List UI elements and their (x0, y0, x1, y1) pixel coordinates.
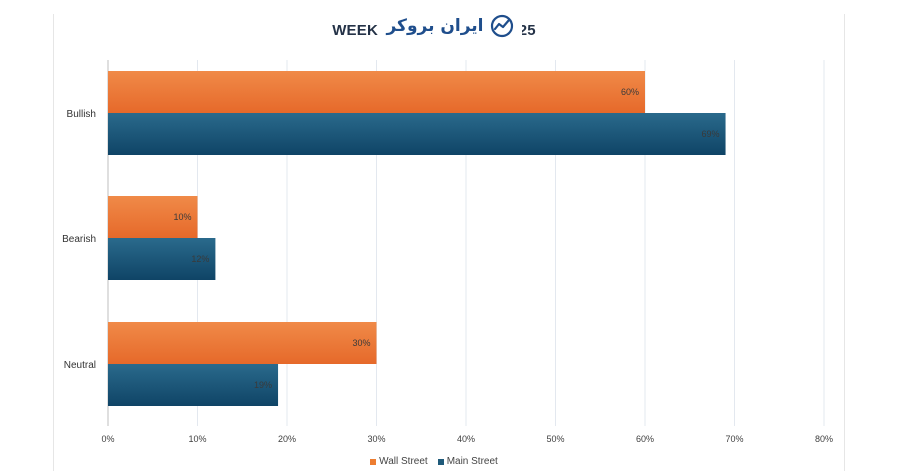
x-tick-label: 80% (815, 434, 833, 444)
x-tick-label: 20% (278, 434, 296, 444)
bar-wall-street (108, 71, 645, 113)
legend-item-main-street: Main Street (437, 456, 498, 467)
bar-main-street (108, 238, 216, 280)
watermark-text: ایران بروکر (386, 16, 484, 36)
x-tick-label: 0% (101, 434, 114, 444)
x-tick-label: 30% (367, 434, 385, 444)
x-tick-label: 60% (636, 434, 654, 444)
right-frame-line (844, 14, 845, 471)
chart-line-logo-icon (490, 14, 513, 38)
bar-main-street (108, 364, 279, 406)
data-label: 12% (191, 254, 209, 264)
data-label: 30% (352, 338, 370, 348)
x-tick-label: 70% (725, 434, 743, 444)
bar-wall-street (108, 196, 198, 238)
watermark-logo: ایران بروکر (378, 6, 522, 46)
data-label: 60% (621, 87, 639, 97)
category-label: Neutral (64, 360, 96, 371)
data-label: 10% (173, 212, 191, 222)
x-tick-label: 10% (188, 434, 206, 444)
legend-label-wall-street: Wall Street (379, 456, 428, 467)
category-label: Bullish (67, 109, 96, 120)
bar-main-street (108, 113, 726, 155)
left-frame-line (53, 14, 54, 471)
data-label: 19% (254, 380, 272, 390)
legend: Wall Street Main Street (0, 456, 868, 467)
data-label: 69% (702, 129, 720, 139)
bar-wall-street (108, 322, 377, 364)
x-tick-label: 40% (457, 434, 475, 444)
legend-swatch-wall-street (370, 458, 377, 465)
legend-item-wall-street: Wall Street (370, 456, 428, 467)
legend-swatch-main-street (437, 458, 444, 465)
category-label: Bearish (62, 234, 96, 245)
legend-label-main-street: Main Street (446, 456, 498, 467)
x-tick-label: 50% (546, 434, 564, 444)
